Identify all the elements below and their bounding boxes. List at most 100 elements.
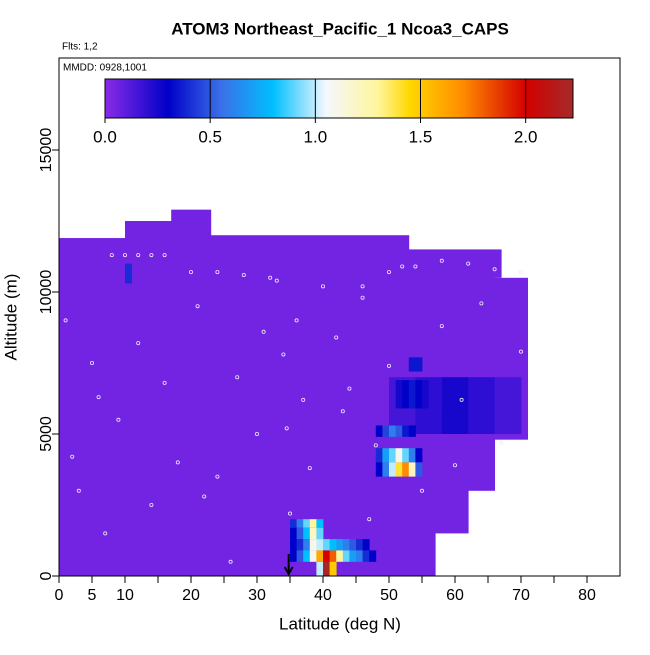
heat-cell — [402, 380, 410, 409]
y-tick-label: 5000 — [38, 416, 55, 452]
sample-point — [301, 397, 306, 402]
heat-cell — [408, 357, 423, 372]
colorbar-tick-label: 0.0 — [93, 127, 117, 146]
sample-point — [347, 386, 352, 391]
sample-point — [90, 361, 95, 366]
sample-point — [439, 258, 444, 263]
sample-point — [400, 264, 405, 269]
heat-cell — [125, 263, 132, 284]
sample-point — [439, 324, 444, 329]
sample-point — [254, 432, 259, 437]
sample-point — [162, 380, 167, 385]
heat-cell — [290, 527, 297, 540]
x-tick-label: 20 — [182, 587, 200, 604]
heat-cell — [342, 550, 350, 562]
heat-cell — [303, 550, 311, 562]
sample-point — [360, 295, 365, 300]
heat-cell — [362, 550, 370, 562]
chart-title: ATOM3 Northeast_Pacific_1 Ncoa3_CAPS — [171, 19, 509, 38]
heat-cell — [125, 221, 172, 576]
heat-cell — [415, 462, 423, 477]
sample-point — [261, 329, 266, 334]
heat-cell — [336, 539, 344, 551]
heat-cell — [389, 425, 396, 437]
x-tick-label: 80 — [578, 587, 596, 604]
heat-cell — [408, 462, 416, 477]
heat-cell — [336, 550, 344, 562]
heat-cell — [402, 462, 410, 477]
heat-cell — [356, 539, 363, 551]
heat-cell — [323, 539, 330, 551]
heat-cell — [389, 462, 396, 477]
sample-point — [109, 253, 114, 258]
sample-point — [103, 531, 108, 536]
sample-point — [149, 503, 154, 508]
annotation: MMDD: 0928,1001 — [63, 63, 147, 74]
sample-point — [492, 267, 497, 272]
heat-cell — [441, 377, 469, 435]
sample-point — [188, 270, 193, 275]
heat-cell — [402, 448, 410, 463]
sample-point — [320, 284, 325, 289]
subtitle: Flts: 1,2 — [62, 42, 98, 53]
x-tick-label: 30 — [248, 587, 266, 604]
sample-point — [284, 426, 289, 431]
heat-cell — [468, 249, 495, 491]
heat-cell — [402, 425, 410, 437]
x-tick-label: 0 — [55, 587, 64, 604]
sample-point — [175, 460, 180, 465]
sample-point — [479, 301, 484, 306]
sample-point — [149, 253, 154, 258]
sample-point — [452, 463, 457, 468]
heat-cell — [389, 448, 396, 463]
sample-point — [96, 395, 101, 400]
sample-point — [136, 341, 141, 346]
heat-cell — [415, 448, 423, 463]
heat-cell — [316, 561, 324, 576]
heat-cell — [329, 539, 337, 551]
heat-cell — [395, 425, 403, 437]
colorbar-tick-label: 1.0 — [304, 127, 328, 146]
sample-point — [136, 253, 141, 258]
sample-point — [215, 270, 220, 275]
sample-point — [268, 275, 273, 280]
heat-cell — [375, 462, 383, 477]
y-tick-label: 15000 — [38, 128, 55, 173]
heat-cell — [323, 561, 330, 576]
y-tick-label: 10000 — [38, 270, 55, 315]
heat-cell — [290, 550, 297, 562]
x-tick-label: 10 — [116, 587, 134, 604]
heat-cell — [375, 425, 383, 437]
sample-point — [340, 409, 345, 414]
sample-point — [499, 440, 504, 445]
sample-point — [235, 375, 240, 380]
heat-cell — [428, 380, 436, 409]
heat-cell — [303, 519, 311, 528]
heat-cell — [296, 527, 304, 540]
x-tick-label: 60 — [446, 587, 464, 604]
sample-point — [63, 318, 68, 323]
heat-cell — [290, 519, 297, 528]
sample-point — [519, 270, 524, 275]
heat-cell — [408, 380, 416, 409]
sample-point — [373, 443, 378, 448]
heat-cell — [309, 527, 317, 540]
sample-point — [70, 454, 75, 459]
sample-point — [287, 511, 292, 516]
heat-cell — [316, 539, 324, 551]
heat-cell — [408, 425, 416, 437]
colorbar-tick-label: 1.5 — [409, 127, 433, 146]
heat-cell — [316, 550, 324, 562]
sample-point — [274, 278, 279, 283]
heat-cell — [408, 448, 416, 463]
plot-frame — [58, 57, 621, 577]
heat-cell — [59, 238, 126, 576]
x-tick-label: 40 — [314, 587, 332, 604]
heat-cell — [342, 539, 350, 551]
heat-cell — [290, 539, 297, 551]
colorbar-tick-label: 0.5 — [198, 127, 222, 146]
heat-cell — [494, 377, 522, 435]
sample-point — [519, 349, 524, 354]
heat-cell — [329, 550, 337, 562]
